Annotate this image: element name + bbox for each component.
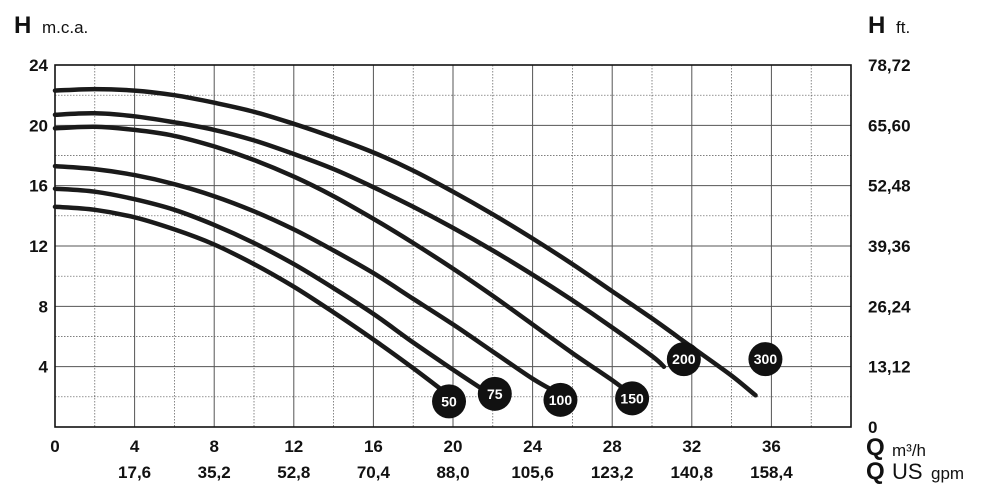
y-left-tick-label: 8	[39, 297, 48, 316]
curve-badge-75	[477, 376, 512, 411]
y-right-tick-label: 26,24	[868, 297, 911, 316]
x-tick-label: 4	[130, 437, 140, 456]
curve-badge-label: 150	[620, 390, 644, 406]
x-secondary-unit-main: US	[892, 459, 923, 484]
curve-badge-label: 100	[549, 392, 573, 408]
curve-badge-200	[666, 342, 701, 377]
y-left-tick-label: 24	[29, 56, 48, 75]
x-tick-label: 24	[523, 437, 542, 456]
plot-frame	[54, 64, 852, 428]
x-tick-label: 0	[50, 437, 59, 456]
x-secondary-unit-sub: gpm	[931, 464, 964, 483]
y-right-tick-label: 39,36	[868, 237, 911, 256]
x-symbol: Q	[866, 434, 885, 461]
y-left-tick-label: 12	[29, 237, 48, 256]
y-right-tick-label: 13,12	[868, 358, 911, 377]
x-secondary-symbol: Q	[866, 458, 885, 485]
curve-badges: 50 75 100 150 200 300	[432, 342, 783, 419]
pump-curves	[52, 86, 758, 398]
x-unit: m³/h	[892, 441, 926, 460]
curve-200	[52, 111, 667, 369]
curve-300	[52, 86, 758, 398]
y-right-tick-label: 0	[868, 418, 877, 437]
axis-labels: H m.c.a. H ft. Q m³/h Q US gpm 4 8 12 16 20 2…	[14, 12, 964, 485]
x-tick-label: 32	[682, 437, 701, 456]
y-left-tick-label: 16	[29, 177, 48, 196]
curve-badge-50	[432, 384, 467, 419]
curve-50	[52, 204, 448, 395]
curve-badge-100	[543, 382, 578, 417]
x-secondary-tick-label: 17,6	[118, 463, 151, 482]
x-tick-label: 36	[762, 437, 781, 456]
y-right-tick-label: 65,60	[868, 116, 911, 135]
y-right-unit: ft.	[896, 18, 910, 37]
curve-75	[52, 186, 488, 394]
curve-150	[52, 124, 631, 395]
y-right-tick-label: 78,72	[868, 56, 911, 75]
curve-badge-300	[748, 342, 783, 377]
y-right-symbol: H	[868, 12, 885, 39]
y-left-symbol: H	[14, 12, 31, 39]
curve-badge-label: 75	[487, 386, 503, 402]
y-left-tick-label: 20	[29, 116, 48, 135]
x-secondary-tick-label: 35,2	[198, 463, 231, 482]
curve-badge-150	[615, 381, 650, 416]
x-secondary-tick-label: 105,6	[511, 463, 554, 482]
x-secondary-tick-label: 158,4	[750, 463, 793, 482]
x-tick-label: 12	[284, 437, 303, 456]
grid	[54, 64, 852, 428]
x-secondary-tick-label: 140,8	[671, 463, 714, 482]
x-secondary-tick-label: 52,8	[277, 463, 310, 482]
x-tick-label: 20	[444, 437, 463, 456]
y-right-tick-label: 52,48	[868, 177, 911, 196]
curve-badge-label: 300	[754, 351, 778, 367]
y-left-unit: m.c.a.	[42, 18, 88, 37]
curve-badge-label: 200	[672, 351, 696, 367]
x-tick-label: 8	[209, 437, 218, 456]
x-secondary-tick-label: 88,0	[436, 463, 469, 482]
x-secondary-tick-label: 123,2	[591, 463, 634, 482]
curve-100	[52, 163, 559, 395]
x-secondary-tick-label: 70,4	[357, 463, 391, 482]
x-tick-label: 16	[364, 437, 383, 456]
curve-badge-label: 50	[441, 393, 457, 409]
y-left-tick-label: 4	[39, 358, 49, 377]
x-tick-label: 28	[603, 437, 622, 456]
